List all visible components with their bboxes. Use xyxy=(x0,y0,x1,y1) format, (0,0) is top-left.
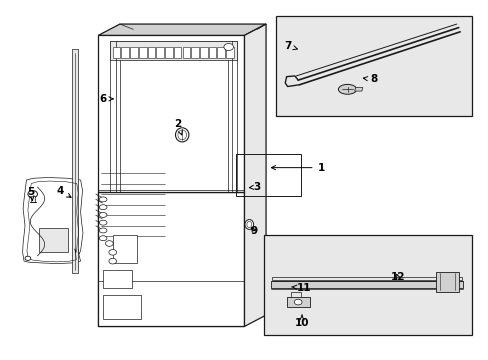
Polygon shape xyxy=(286,297,309,307)
Bar xyxy=(130,47,138,58)
Text: 6: 6 xyxy=(99,94,113,104)
Ellipse shape xyxy=(175,128,188,142)
Polygon shape xyxy=(31,196,35,202)
Bar xyxy=(103,294,141,319)
Ellipse shape xyxy=(99,220,107,225)
Polygon shape xyxy=(98,192,244,327)
Polygon shape xyxy=(244,24,265,327)
Text: 7: 7 xyxy=(284,41,297,51)
Polygon shape xyxy=(110,41,237,192)
Circle shape xyxy=(105,241,113,246)
Bar xyxy=(165,47,172,58)
Polygon shape xyxy=(72,49,78,274)
Ellipse shape xyxy=(99,236,107,241)
Text: 3: 3 xyxy=(249,182,260,192)
Text: 1: 1 xyxy=(271,163,324,173)
Ellipse shape xyxy=(99,205,107,210)
Text: 2: 2 xyxy=(173,118,182,135)
Circle shape xyxy=(109,249,116,255)
FancyBboxPatch shape xyxy=(275,16,471,117)
Ellipse shape xyxy=(99,197,107,202)
Ellipse shape xyxy=(178,130,186,140)
Polygon shape xyxy=(22,177,83,264)
Polygon shape xyxy=(354,87,362,91)
FancyBboxPatch shape xyxy=(263,235,471,335)
Ellipse shape xyxy=(246,221,251,228)
Polygon shape xyxy=(291,292,301,297)
Circle shape xyxy=(28,190,38,198)
Bar xyxy=(103,270,132,288)
Ellipse shape xyxy=(99,228,107,233)
Bar xyxy=(40,228,68,252)
Bar xyxy=(112,235,137,263)
Bar xyxy=(112,47,120,58)
Bar xyxy=(182,47,190,58)
Bar xyxy=(191,47,199,58)
Text: 11: 11 xyxy=(291,283,311,293)
Bar xyxy=(139,47,146,58)
Bar xyxy=(236,154,301,196)
Text: 9: 9 xyxy=(250,226,257,236)
Bar xyxy=(217,47,224,58)
Circle shape xyxy=(109,258,116,264)
Bar xyxy=(173,47,181,58)
Circle shape xyxy=(224,44,233,50)
Polygon shape xyxy=(98,35,244,327)
Ellipse shape xyxy=(338,84,356,94)
Bar xyxy=(435,273,458,292)
Circle shape xyxy=(294,299,302,305)
Polygon shape xyxy=(271,277,461,280)
Bar xyxy=(147,47,155,58)
Bar xyxy=(208,47,216,58)
Ellipse shape xyxy=(99,212,107,217)
Bar xyxy=(121,47,129,58)
Text: 12: 12 xyxy=(390,272,404,282)
Text: 4: 4 xyxy=(56,186,71,197)
Bar xyxy=(156,47,163,58)
Bar xyxy=(226,47,233,58)
Polygon shape xyxy=(98,24,265,35)
Polygon shape xyxy=(270,280,462,288)
Text: 5: 5 xyxy=(27,187,35,201)
Text: 8: 8 xyxy=(363,75,377,85)
Ellipse shape xyxy=(244,220,253,229)
Polygon shape xyxy=(110,41,237,60)
Circle shape xyxy=(25,256,31,260)
Text: 10: 10 xyxy=(294,315,308,328)
Bar xyxy=(200,47,207,58)
